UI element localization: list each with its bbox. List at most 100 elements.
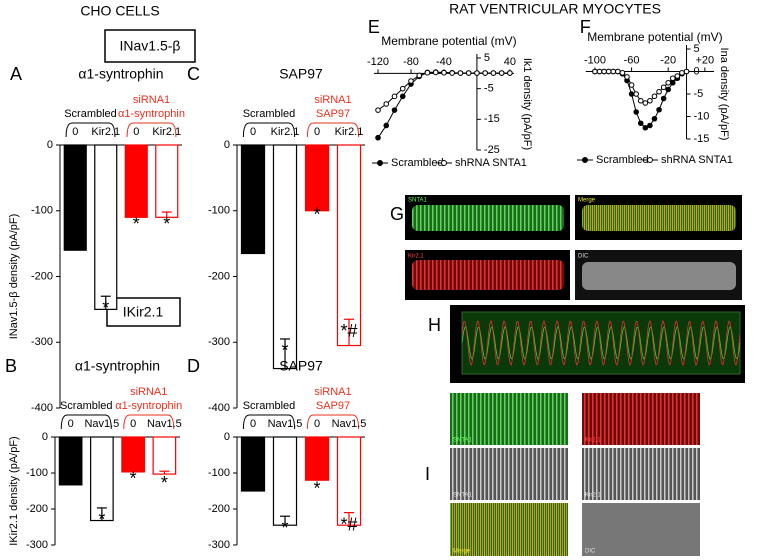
x-tick-label: 0 bbox=[250, 126, 256, 138]
x-tick-label: Kir2.1 bbox=[335, 126, 364, 138]
x-tick-label: 0 bbox=[130, 418, 136, 430]
y-tick-label: -300 bbox=[26, 539, 48, 551]
y-tick-label: 0 bbox=[47, 139, 53, 151]
x-tick-label: Kir2.1 bbox=[91, 126, 120, 138]
image-label: SNTA1 bbox=[408, 198, 428, 204]
group-bracket bbox=[306, 122, 360, 138]
x-tick-label: -80 bbox=[403, 56, 419, 68]
micrograph bbox=[412, 205, 564, 231]
chart-title: SAP97 bbox=[279, 358, 323, 374]
image-label: Merge bbox=[453, 549, 471, 555]
group-label: Scrambled bbox=[243, 400, 296, 412]
y-tick-label: -25 bbox=[484, 144, 500, 156]
group-bracket bbox=[242, 122, 296, 138]
micrograph bbox=[412, 260, 564, 290]
data-point bbox=[498, 70, 505, 76]
image-label: Kir2.1 bbox=[585, 493, 601, 499]
profile-trace bbox=[461, 319, 741, 367]
significance-mark: *# bbox=[340, 514, 357, 534]
group-label: SAP97 bbox=[316, 400, 350, 412]
legend-label: Scrambled bbox=[596, 154, 649, 166]
micrograph bbox=[582, 503, 700, 556]
group-label: siRNA1 bbox=[314, 94, 351, 106]
data-point bbox=[424, 69, 431, 76]
group-label: siRNA1 bbox=[133, 94, 170, 106]
panel-letter: A bbox=[10, 64, 22, 84]
data-point bbox=[683, 68, 690, 75]
x-tick-label: +20 bbox=[696, 54, 715, 66]
group-label: siRNA1 bbox=[314, 386, 351, 398]
significance-mark: *# bbox=[340, 321, 357, 341]
micrograph bbox=[582, 262, 736, 290]
box-label: IKir2.1 bbox=[123, 304, 164, 320]
header-box bbox=[104, 29, 196, 63]
y-tick-label: -400 bbox=[31, 402, 53, 414]
x-tick-label: Kir2.1 bbox=[271, 126, 300, 138]
data-point bbox=[669, 79, 676, 86]
y-tick-label: -300 bbox=[208, 539, 230, 551]
panel-letter: D bbox=[187, 356, 200, 376]
panel-letter: C bbox=[187, 64, 200, 84]
data-point bbox=[615, 68, 621, 75]
y-axis-label: IKir2.1 density (pA/pF) bbox=[8, 436, 20, 545]
data-point bbox=[619, 70, 626, 76]
group-label: Scrambled bbox=[60, 400, 113, 412]
chart-title: SAP97 bbox=[279, 66, 323, 82]
x-tick-label: -40 bbox=[436, 56, 452, 68]
data-point bbox=[660, 95, 667, 102]
data-point bbox=[432, 69, 439, 76]
image-label: Kir2.1 bbox=[585, 438, 601, 444]
data-point bbox=[679, 70, 685, 76]
group-label: Scrambled bbox=[64, 108, 117, 120]
y-axis-label: Ik1 density (pA/pF) bbox=[521, 58, 533, 150]
data-point bbox=[642, 124, 649, 131]
bar bbox=[272, 144, 298, 370]
group-label: siRNA1 bbox=[130, 386, 167, 398]
y-tick-label: -15 bbox=[694, 133, 710, 145]
x-tick-label: 40 bbox=[504, 56, 516, 68]
data-point bbox=[605, 68, 612, 75]
data-point bbox=[637, 97, 644, 104]
header-left: CHO CELLS bbox=[80, 3, 159, 19]
data-point bbox=[665, 79, 672, 86]
data-point bbox=[416, 72, 423, 79]
image-label: DIC bbox=[578, 254, 589, 260]
group-bracket bbox=[65, 122, 116, 138]
data-point bbox=[651, 93, 658, 100]
x-tick-label: -20 bbox=[660, 54, 676, 66]
data-point bbox=[507, 70, 513, 76]
legend-label: shRNA SNTA1 bbox=[661, 154, 733, 166]
data-point bbox=[656, 106, 662, 113]
group-bracket bbox=[306, 414, 360, 430]
x-tick-label: 0 bbox=[250, 418, 256, 430]
bar bbox=[336, 436, 362, 526]
significance-mark: * bbox=[102, 298, 109, 318]
y-tick-label: 0 bbox=[42, 431, 48, 443]
panel-letter: F bbox=[580, 17, 591, 37]
y-tick-label: -100 bbox=[26, 467, 48, 479]
significance-mark: * bbox=[281, 518, 288, 538]
data-point bbox=[383, 101, 390, 107]
micrograph bbox=[582, 393, 700, 445]
x-tick-label: -60 bbox=[624, 54, 640, 66]
y-axis-label: INav1.5-β density (pA/pF) bbox=[8, 214, 20, 340]
data-point bbox=[457, 70, 464, 76]
significance-mark: * bbox=[161, 473, 168, 493]
data-point bbox=[601, 68, 607, 75]
bar bbox=[240, 436, 266, 492]
group-label: α1-syntrophin bbox=[118, 108, 185, 120]
image-label: Kir2.1 bbox=[408, 254, 424, 260]
data-point bbox=[408, 78, 414, 84]
y-tick-label: -200 bbox=[208, 503, 230, 515]
y-tick-label: -100 bbox=[31, 205, 53, 217]
x-axis-label: Membrane potential (mV) bbox=[587, 30, 722, 44]
significance-mark: * bbox=[130, 468, 137, 488]
bar bbox=[304, 144, 330, 212]
significance-mark: * bbox=[98, 510, 105, 530]
image-label: Merge bbox=[578, 198, 596, 204]
bar bbox=[336, 144, 362, 347]
data-point bbox=[610, 68, 617, 75]
box-label: INav1.5-β bbox=[120, 38, 181, 54]
y-tick-label: -5 bbox=[484, 83, 494, 95]
